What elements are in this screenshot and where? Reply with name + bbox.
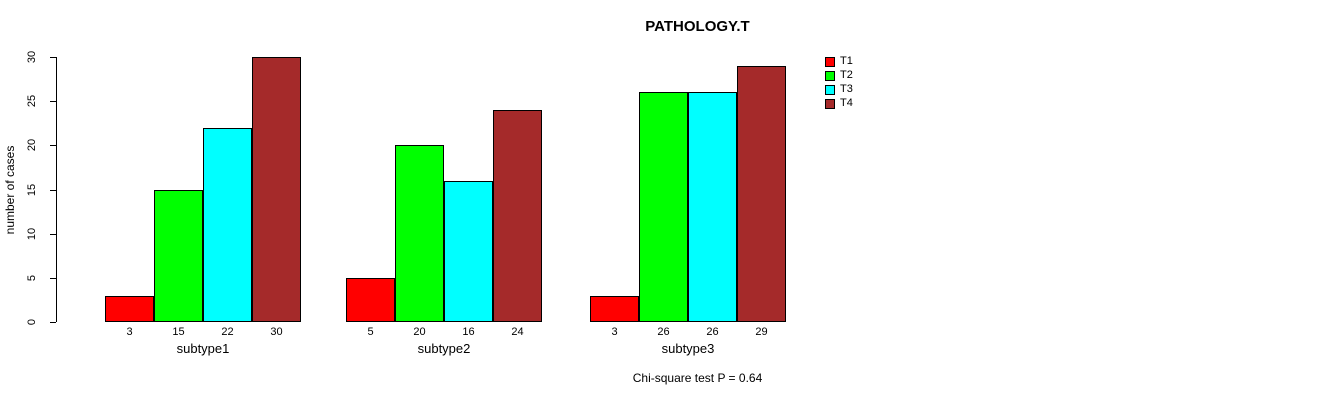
- bar: [590, 295, 639, 322]
- legend-item: T1: [825, 55, 853, 68]
- legend-swatch: [825, 84, 835, 95]
- bar-value-label: 24: [511, 326, 524, 338]
- y-axis-tick: [50, 101, 56, 103]
- legend-swatch: [825, 98, 835, 109]
- legend-item: T2: [825, 69, 853, 82]
- annotation-pvalue: Chi-square test P = 0.64: [632, 371, 763, 385]
- bar-value-label: 3: [126, 326, 133, 338]
- bar: [105, 295, 154, 322]
- chart-title: PATHOLOGY.T: [645, 18, 750, 35]
- y-axis-tick-label: 25: [26, 95, 38, 108]
- y-axis-tick-label: 30: [26, 50, 38, 64]
- bar: [346, 277, 395, 322]
- group-label: subtype1: [176, 341, 230, 356]
- y-axis-tick: [50, 233, 56, 235]
- bar: [688, 92, 737, 322]
- bar: [639, 92, 688, 322]
- bar-value-label: 29: [755, 326, 768, 338]
- y-axis-tick: [50, 322, 56, 323]
- legend-swatch: [825, 56, 835, 67]
- bar: [493, 110, 542, 322]
- legend: T1 T2 T3 T4: [825, 55, 853, 111]
- y-axis-tick-label: 0: [26, 318, 38, 326]
- y-axis-tick: [50, 189, 56, 191]
- bar: [154, 189, 203, 322]
- legend-label: T2: [840, 69, 853, 81]
- bar-value-label: 20: [413, 326, 426, 338]
- bar-value-label: 15: [172, 326, 185, 338]
- bar-value-label: 26: [657, 326, 670, 338]
- legend-label: T1: [840, 55, 853, 67]
- bar: [737, 65, 786, 322]
- bar-value-label: 5: [367, 326, 374, 338]
- y-axis-tick-label: 10: [26, 227, 38, 240]
- y-axis-title: number of cases: [3, 145, 17, 235]
- bar-value-label: 16: [462, 326, 475, 338]
- bar-value-label: 22: [221, 326, 234, 338]
- y-axis-tick: [50, 277, 56, 279]
- group-label: subtype3: [661, 341, 715, 356]
- group-label: subtype2: [417, 341, 471, 356]
- y-axis-line: [56, 57, 57, 322]
- bar: [252, 57, 301, 322]
- y-axis-tick-label: 5: [26, 274, 38, 281]
- legend-label: T3: [840, 83, 853, 95]
- legend-item: T4: [825, 97, 853, 110]
- bar: [444, 180, 493, 322]
- y-axis-tick-label: 15: [26, 183, 38, 196]
- y-axis-tick: [50, 57, 56, 58]
- bar-value-label: 30: [270, 326, 283, 338]
- bar: [203, 127, 252, 322]
- y-axis-tick: [50, 145, 56, 147]
- bar: [395, 145, 444, 322]
- bar-value-label: 3: [611, 326, 618, 338]
- legend-item: T3: [825, 83, 853, 96]
- legend-swatch: [825, 70, 835, 81]
- bar-value-label: 26: [706, 326, 719, 338]
- y-axis-tick-label: 20: [26, 139, 38, 152]
- legend-label: T4: [840, 97, 853, 109]
